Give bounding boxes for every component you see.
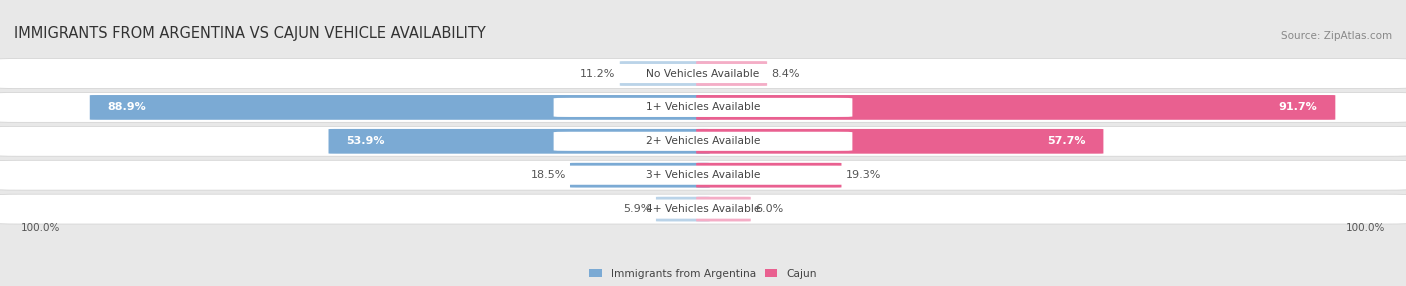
Text: 53.9%: 53.9%	[346, 136, 385, 146]
FancyBboxPatch shape	[696, 61, 768, 86]
Text: 18.5%: 18.5%	[530, 170, 565, 180]
FancyBboxPatch shape	[620, 61, 710, 86]
Text: 100.0%: 100.0%	[21, 223, 60, 233]
FancyBboxPatch shape	[554, 64, 852, 83]
Legend: Immigrants from Argentina, Cajun: Immigrants from Argentina, Cajun	[589, 269, 817, 279]
FancyBboxPatch shape	[0, 194, 1406, 224]
FancyBboxPatch shape	[696, 163, 841, 188]
FancyBboxPatch shape	[554, 132, 852, 151]
FancyBboxPatch shape	[554, 200, 852, 219]
Text: 2+ Vehicles Available: 2+ Vehicles Available	[645, 136, 761, 146]
Text: 5.9%: 5.9%	[623, 204, 652, 214]
Text: 11.2%: 11.2%	[581, 69, 616, 79]
FancyBboxPatch shape	[696, 197, 751, 221]
FancyBboxPatch shape	[657, 197, 710, 221]
Text: 57.7%: 57.7%	[1047, 136, 1085, 146]
Text: 6.0%: 6.0%	[755, 204, 783, 214]
Text: 1+ Vehicles Available: 1+ Vehicles Available	[645, 102, 761, 112]
Text: 8.4%: 8.4%	[772, 69, 800, 79]
FancyBboxPatch shape	[569, 163, 710, 188]
Text: 88.9%: 88.9%	[107, 102, 146, 112]
Text: No Vehicles Available: No Vehicles Available	[647, 69, 759, 79]
FancyBboxPatch shape	[554, 166, 852, 185]
FancyBboxPatch shape	[0, 92, 1406, 122]
FancyBboxPatch shape	[0, 59, 1406, 88]
Text: 3+ Vehicles Available: 3+ Vehicles Available	[645, 170, 761, 180]
FancyBboxPatch shape	[0, 160, 1406, 190]
Text: 4+ Vehicles Available: 4+ Vehicles Available	[645, 204, 761, 214]
Text: 91.7%: 91.7%	[1279, 102, 1317, 112]
Text: Source: ZipAtlas.com: Source: ZipAtlas.com	[1281, 31, 1392, 41]
Text: 100.0%: 100.0%	[1346, 223, 1385, 233]
FancyBboxPatch shape	[554, 98, 852, 117]
FancyBboxPatch shape	[329, 129, 710, 154]
FancyBboxPatch shape	[696, 129, 1104, 154]
Text: 19.3%: 19.3%	[845, 170, 882, 180]
FancyBboxPatch shape	[90, 95, 710, 120]
Text: IMMIGRANTS FROM ARGENTINA VS CAJUN VEHICLE AVAILABILITY: IMMIGRANTS FROM ARGENTINA VS CAJUN VEHIC…	[14, 26, 486, 41]
FancyBboxPatch shape	[696, 95, 1336, 120]
FancyBboxPatch shape	[0, 126, 1406, 156]
